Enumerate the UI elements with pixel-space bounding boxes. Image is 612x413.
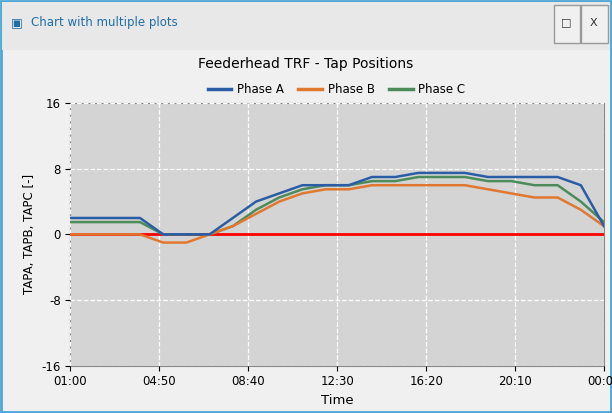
Text: X: X — [590, 18, 597, 28]
X-axis label: Time: Time — [321, 394, 354, 407]
Y-axis label: TAPA, TAPB, TAPC [-]: TAPA, TAPB, TAPC [-] — [23, 174, 35, 294]
Text: □: □ — [561, 18, 572, 28]
Text: Chart with multiple plots: Chart with multiple plots — [31, 16, 177, 29]
Legend: Phase A, Phase B, Phase C: Phase A, Phase B, Phase C — [203, 78, 470, 101]
Text: Feederhead TRF - Tap Positions: Feederhead TRF - Tap Positions — [198, 57, 414, 71]
Text: ▣: ▣ — [11, 16, 23, 29]
